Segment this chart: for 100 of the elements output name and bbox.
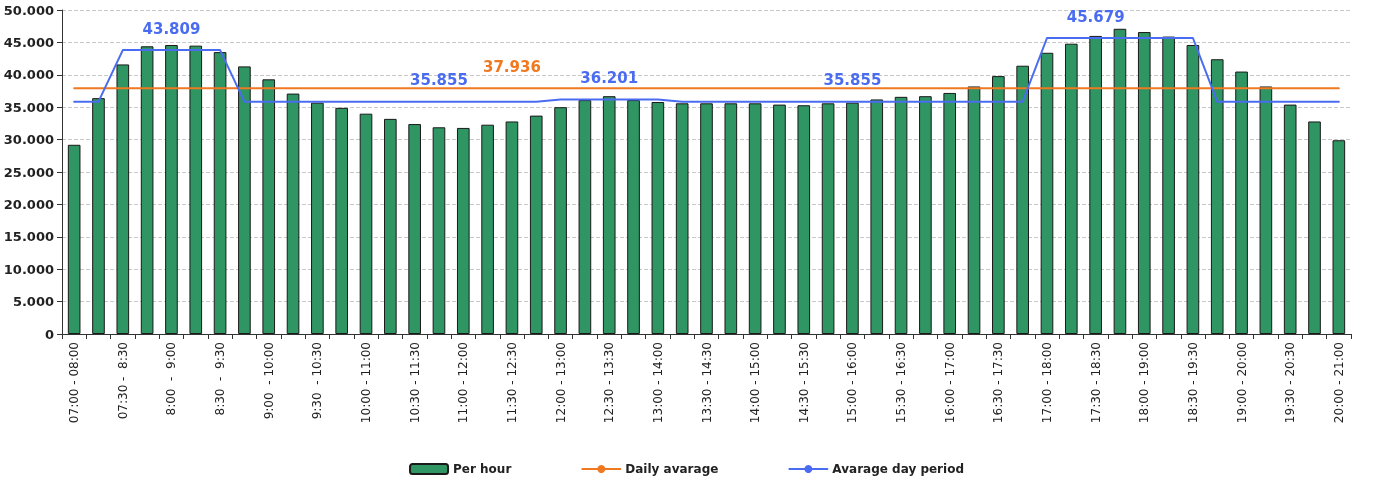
bar <box>1283 104 1297 334</box>
x-tick-label: 15:00 - 16:00 <box>845 342 860 424</box>
x-tick-label: 10:30 - 11:30 <box>407 342 422 424</box>
x-tick-label: 14:00 - 15:00 <box>748 342 763 424</box>
x-tick-label: 18:30 - 19:30 <box>1185 342 1200 424</box>
bar <box>481 124 494 334</box>
x-tick-label: 19:30 - 20:30 <box>1283 342 1298 424</box>
x-tick-label: 13:00 - 14:00 <box>650 342 665 424</box>
y-tick-label: 10.000 <box>3 261 54 277</box>
x-tick-label: 20:00 - 21:00 <box>1331 342 1346 424</box>
y-tick-label: 45.000 <box>3 34 54 50</box>
data-label: 35.855 <box>823 71 882 90</box>
bar <box>943 92 957 334</box>
line-series <box>73 37 1340 103</box>
y-tick-label: 50.000 <box>3 2 54 18</box>
x-tick-label: 11:30 - 12:30 <box>504 342 519 424</box>
bar <box>238 66 251 334</box>
data-label: 37.936 <box>482 57 541 76</box>
x-tick-label: 17:30 - 18:30 <box>1088 342 1103 424</box>
bar <box>651 102 665 334</box>
bar <box>432 127 446 334</box>
x-tick-label: 12:30 - 13:30 <box>602 342 617 424</box>
bar <box>797 105 811 334</box>
bar <box>773 104 786 334</box>
x-tick-label: 19:00 - 20:00 <box>1234 342 1249 424</box>
legend-label: Per hour <box>453 462 512 476</box>
bar <box>384 118 397 334</box>
bar <box>992 76 1005 334</box>
bar <box>189 45 203 334</box>
bar <box>92 98 105 334</box>
bar <box>821 103 835 334</box>
bar <box>724 103 738 334</box>
bar <box>1186 44 1200 334</box>
bar <box>1259 86 1273 334</box>
bar <box>967 86 981 334</box>
bar <box>554 107 567 334</box>
x-tick-label: 8:30 - 9:30 <box>213 342 228 416</box>
x-tick-label: 10:00 - 11:00 <box>359 342 374 424</box>
data-label: 35.855 <box>410 71 468 90</box>
bar <box>505 121 519 334</box>
bar <box>116 64 130 334</box>
bar <box>627 100 640 334</box>
bar <box>456 127 470 334</box>
legend-label: Avarage day period <box>832 462 964 476</box>
bar <box>1332 140 1346 334</box>
bar <box>286 93 300 334</box>
bar <box>1308 121 1321 334</box>
x-tick-label: 07:30 - 8:30 <box>115 342 130 420</box>
bar <box>1137 32 1151 334</box>
x-tick-label: 13:30 - 14:30 <box>699 342 714 424</box>
bar <box>1089 35 1102 334</box>
bar <box>919 96 932 334</box>
bar <box>894 96 908 334</box>
bar <box>1210 59 1224 334</box>
y-tick-label: 15.000 <box>3 229 54 245</box>
y-tick-label: 20.000 <box>3 196 54 212</box>
bar <box>213 52 227 334</box>
data-label: 36.201 <box>580 68 639 87</box>
bar <box>529 115 543 334</box>
y-tick-label: 35.000 <box>3 99 54 115</box>
x-tick-label: 12:00 - 13:00 <box>553 342 568 424</box>
bar <box>140 46 154 334</box>
bar <box>578 100 592 334</box>
y-tick-label: 25.000 <box>3 164 54 180</box>
bar <box>870 99 884 334</box>
bar <box>262 79 276 334</box>
bar <box>748 103 762 334</box>
bar <box>408 124 421 334</box>
x-tick-label: 9:30 - 10:30 <box>310 342 325 420</box>
data-label: 43.809 <box>142 19 201 38</box>
x-tick-label: 07:00 - 08:00 <box>67 342 82 424</box>
x-tick-label: 15:30 - 16:30 <box>894 342 909 424</box>
y-tick-label: 5.000 <box>12 294 54 310</box>
x-tick-label: 16:30 - 17:30 <box>991 342 1006 424</box>
bar <box>1064 43 1078 334</box>
bar <box>602 96 616 334</box>
bar <box>67 144 81 334</box>
bar <box>165 44 178 334</box>
bar <box>335 107 349 334</box>
y-tick-label: 0 <box>44 326 54 342</box>
x-tick-label: 9:00 - 10:00 <box>261 342 276 420</box>
x-tick-label: 8:00 - 9:00 <box>164 342 179 416</box>
bar <box>1113 28 1127 334</box>
bar <box>1235 71 1248 334</box>
bar <box>1162 36 1175 334</box>
bar <box>1016 65 1029 334</box>
bar <box>846 102 859 334</box>
bar <box>311 102 324 334</box>
x-tick-label: 17:00 - 18:00 <box>1039 342 1054 424</box>
x-tick-label: 16:00 - 17:00 <box>942 342 957 424</box>
bar <box>359 113 373 334</box>
bar <box>1040 52 1054 334</box>
y-tick-label: 40.000 <box>3 67 54 83</box>
bar <box>700 103 713 334</box>
x-tick-label: 14:30 - 15:30 <box>796 342 811 424</box>
x-tick-label: 18:00 - 19:00 <box>1137 342 1152 424</box>
data-label: 45.679 <box>1066 7 1125 26</box>
bar <box>675 103 689 334</box>
y-tick-label: 30.000 <box>3 132 54 148</box>
legend-label: Daily avarage <box>625 462 719 476</box>
